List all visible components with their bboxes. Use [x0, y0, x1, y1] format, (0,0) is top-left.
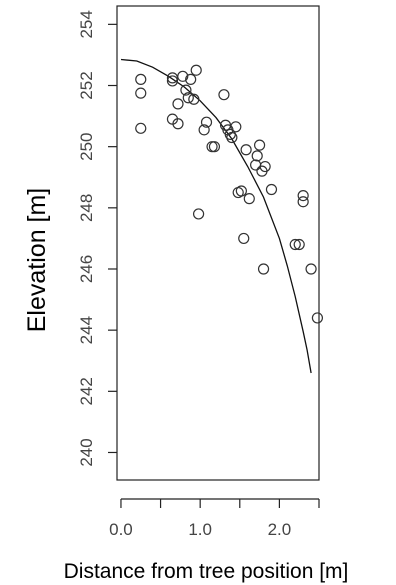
data-point [180, 84, 192, 96]
data-point [240, 144, 252, 156]
data-point [253, 139, 266, 151]
data-point [192, 208, 205, 220]
data-point [188, 93, 200, 105]
data-point [190, 64, 202, 76]
y-tick-label: 252 [77, 71, 96, 99]
x-tick-label: 1.0 [188, 520, 212, 539]
data-point [135, 122, 147, 134]
data-point [311, 312, 324, 324]
x-tick-label: 2.0 [268, 520, 292, 539]
data-point [226, 131, 238, 144]
plot-box [116, 5, 320, 481]
data-point [135, 87, 147, 99]
data-point [293, 238, 305, 251]
data-point [185, 73, 197, 85]
fit-curve-line [120, 58, 312, 374]
data-point [135, 73, 147, 85]
data-point [198, 124, 210, 136]
data-point [177, 70, 189, 82]
data-point [305, 263, 317, 275]
data-point [289, 238, 301, 251]
data-point [172, 98, 184, 110]
y-tick-label: 246 [77, 255, 96, 283]
data-point [172, 118, 184, 130]
data-point [206, 141, 218, 153]
data-point [208, 141, 221, 153]
data-point [265, 183, 278, 196]
y-tick-label: 240 [77, 438, 96, 466]
y-axis-title: Elevation [m] [23, 188, 51, 333]
data-point [200, 116, 213, 128]
y-tick-label: 254 [77, 10, 96, 38]
y-tick-label: 242 [77, 377, 96, 405]
data-point [182, 92, 194, 104]
data-point [238, 232, 250, 245]
data-point [235, 185, 247, 197]
data-point [230, 121, 242, 133]
x-axis-title: Distance from tree position [m] [64, 560, 349, 583]
data-point [259, 160, 271, 173]
data-point [297, 190, 309, 202]
data-point [218, 89, 230, 101]
y-tick-label: 248 [77, 194, 96, 222]
data-point [257, 263, 270, 275]
data-point [250, 159, 262, 171]
data-point [166, 75, 179, 87]
data-point [297, 196, 309, 208]
data-point [243, 193, 255, 205]
y-tick-label: 250 [77, 132, 96, 160]
data-point [251, 150, 263, 162]
y-tick-label: 244 [77, 316, 96, 344]
x-tick-label: 0.0 [109, 520, 133, 539]
